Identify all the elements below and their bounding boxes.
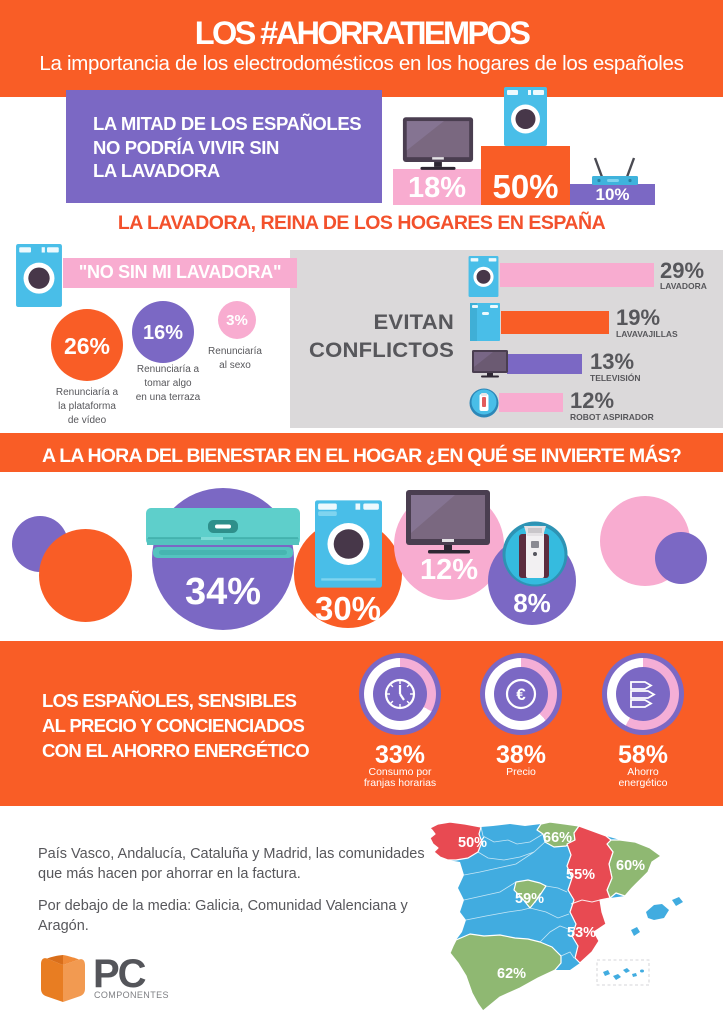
svg-text:50%: 50% <box>458 835 487 851</box>
svg-text:€: € <box>516 685 526 704</box>
svg-text:62%: 62% <box>497 966 526 982</box>
svg-text:PC: PC <box>93 952 146 996</box>
svg-text:66%: 66% <box>543 830 572 846</box>
svg-text:59%: 59% <box>515 891 544 907</box>
svg-text:53%: 53% <box>567 925 596 941</box>
svg-text:COMPONENTES: COMPONENTES <box>94 990 169 1000</box>
svg-text:55%: 55% <box>566 867 595 883</box>
svg-text:60%: 60% <box>616 858 645 874</box>
